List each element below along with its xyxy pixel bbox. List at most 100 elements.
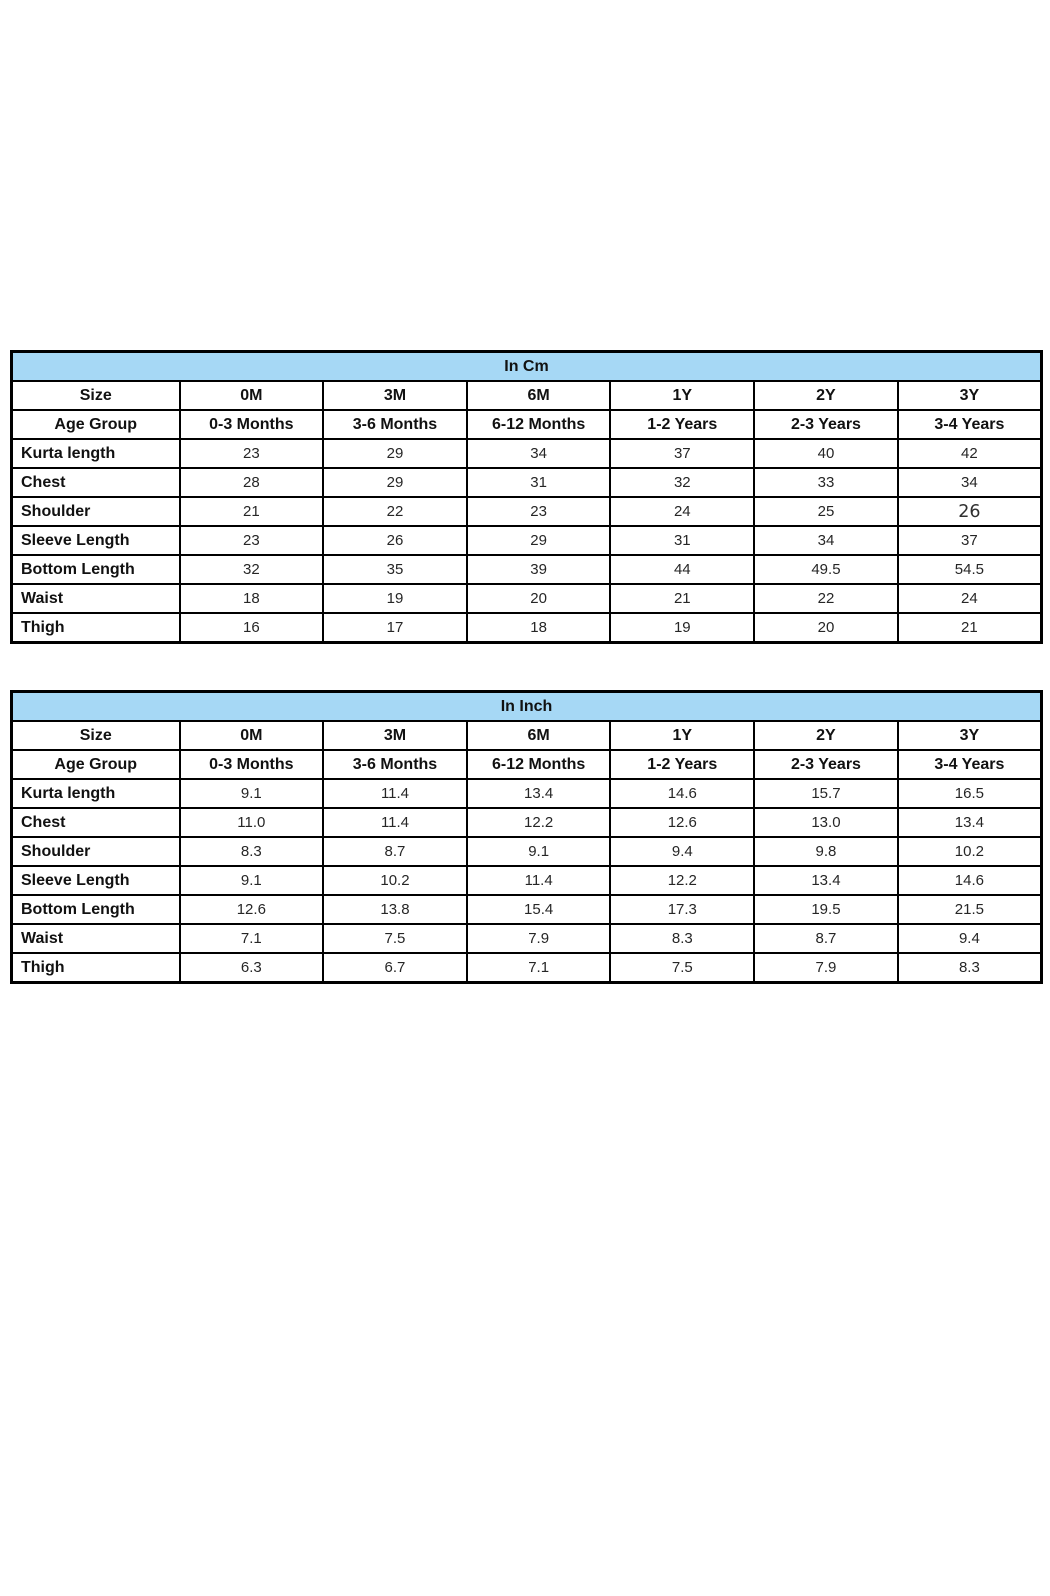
measurement-value-cell: 17.3 xyxy=(609,894,756,925)
measurement-value-cell: 34 xyxy=(896,467,1043,498)
size-chart-cm-table: In Cm Size 0M 3M 6M 1Y 2Y 3Y Age Group 0-3 Months… xyxy=(10,350,1043,644)
size-chart-inch-table: In Inch Size 0M 3M 6M 1Y 2Y 3Y Age Group 0-3 Mont… xyxy=(10,690,1043,984)
measurement-value-cell: 12.6 xyxy=(609,807,756,838)
measurement-value-cell: 22 xyxy=(322,496,468,527)
measurement-value-cell: 6.7 xyxy=(322,952,468,984)
measurement-value-cell: 21 xyxy=(896,612,1043,644)
age-group-header: 3-6 Months xyxy=(322,749,468,780)
measurement-value-cell: 7.1 xyxy=(178,923,325,954)
measurement-value-cell: 6.3 xyxy=(178,952,325,984)
measurement-value-cell: 7.9 xyxy=(753,952,899,984)
size-column-header: 1Y xyxy=(609,380,756,411)
measurement-value-cell: 42 xyxy=(896,438,1043,469)
measurement-value-cell: 21.5 xyxy=(896,894,1043,925)
measurement-value-cell: 32 xyxy=(178,554,325,585)
age-group-header: 1-2 Years xyxy=(609,749,756,780)
measurement-value-cell: 15.7 xyxy=(753,778,899,809)
age-group-header: 2-3 Years xyxy=(753,749,899,780)
measurement-value-cell: 29 xyxy=(322,467,468,498)
measurement-row: Bottom Length 12.6 13.8 15.4 17.3 19.5 21.5 xyxy=(10,894,1043,925)
measurement-value-cell: 8.7 xyxy=(753,923,899,954)
measurement-label: Bottom Length xyxy=(10,554,181,585)
age-group-header: 1-2 Years xyxy=(609,409,756,440)
measurement-value-cell: 9.4 xyxy=(609,836,756,867)
size-label: Size xyxy=(10,720,181,751)
measurement-value-cell: 24 xyxy=(609,496,756,527)
measurement-value-cell: 54.5 xyxy=(896,554,1043,585)
measurement-value-cell: 39 xyxy=(465,554,612,585)
measurement-row: Chest 11.0 11.4 12.2 12.6 13.0 13.4 xyxy=(10,807,1043,838)
size-header-row: Size 0M 3M 6M 1Y 2Y 3Y xyxy=(10,720,1043,751)
measurement-row: Shoulder 21 22 23 24 25 26 xyxy=(10,496,1043,527)
age-group-header: 3-4 Years xyxy=(896,749,1043,780)
age-group-header: 6-12 Months xyxy=(465,749,612,780)
size-column-header: 3Y xyxy=(896,380,1043,411)
measurement-value-cell: 19 xyxy=(609,612,756,644)
measurement-value-cell: 16.5 xyxy=(896,778,1043,809)
size-column-header: 3M xyxy=(322,380,468,411)
measurement-value-cell: 11.4 xyxy=(322,778,468,809)
measurement-value-cell: 14.6 xyxy=(609,778,756,809)
measurement-value-cell: 13.0 xyxy=(753,807,899,838)
measurement-value-cell: 24 xyxy=(896,583,1043,614)
measurement-value-cell: 26 xyxy=(322,525,468,556)
measurement-value-cell: 37 xyxy=(896,525,1043,556)
measurement-value-cell: 9.1 xyxy=(178,778,325,809)
measurement-value-cell: 34 xyxy=(465,438,612,469)
measurement-value-cell: 29 xyxy=(322,438,468,469)
measurement-label: Chest xyxy=(10,807,181,838)
measurement-value-cell: 23 xyxy=(178,525,325,556)
measurement-value-cell: 11.0 xyxy=(178,807,325,838)
measurement-value-cell: 11.4 xyxy=(465,865,612,896)
measurement-value-cell: 19 xyxy=(322,583,468,614)
measurement-row: Waist 7.1 7.5 7.9 8.3 8.7 9.4 xyxy=(10,923,1043,954)
measurement-value-cell: 29 xyxy=(465,525,612,556)
size-column-header: 0M xyxy=(178,380,325,411)
measurement-value-cell: 12.2 xyxy=(465,807,612,838)
size-column-header: 6M xyxy=(465,720,612,751)
measurement-value-cell: 9.4 xyxy=(896,923,1043,954)
measurement-label: Thigh xyxy=(10,612,181,644)
measurement-label: Chest xyxy=(10,467,181,498)
table-title: In Inch xyxy=(10,690,1043,722)
age-group-header: 0-3 Months xyxy=(178,409,325,440)
measurement-value-cell: 9.1 xyxy=(178,865,325,896)
measurement-label: Shoulder xyxy=(10,496,181,527)
measurement-value-cell: 23 xyxy=(178,438,325,469)
measurement-row: Sleeve Length 23 26 29 31 34 37 xyxy=(10,525,1043,556)
measurement-value-cell: 17 xyxy=(322,612,468,644)
measurement-value-cell: 12.6 xyxy=(178,894,325,925)
size-column-header: 2Y xyxy=(753,380,899,411)
measurement-value-cell: 26 xyxy=(896,496,1043,527)
size-column-header: 0M xyxy=(178,720,325,751)
measurement-label: Waist xyxy=(10,583,181,614)
measurement-value-cell: 13.4 xyxy=(896,807,1043,838)
age-group-header: 0-3 Months xyxy=(178,749,325,780)
size-column-header: 1Y xyxy=(609,720,756,751)
measurement-value-cell: 22 xyxy=(753,583,899,614)
measurement-value-cell: 32 xyxy=(609,467,756,498)
measurement-value-cell: 9.8 xyxy=(753,836,899,867)
measurement-value-cell: 12.2 xyxy=(609,865,756,896)
measurement-label: Sleeve Length xyxy=(10,525,181,556)
measurement-value-cell: 8.3 xyxy=(896,952,1043,984)
measurement-value-cell: 8.3 xyxy=(609,923,756,954)
measurement-value-cell: 7.1 xyxy=(465,952,612,984)
measurement-value-cell: 18 xyxy=(465,612,612,644)
measurement-value-cell: 13.4 xyxy=(465,778,612,809)
measurement-label: Kurta length xyxy=(10,778,181,809)
measurement-value-cell: 10.2 xyxy=(322,865,468,896)
size-column-header: 3Y xyxy=(896,720,1043,751)
measurement-value-cell: 23 xyxy=(465,496,612,527)
size-column-header: 6M xyxy=(465,380,612,411)
age-group-row: Age Group 0-3 Months 3-6 Months 6-12 Months… xyxy=(10,409,1043,440)
measurement-value-cell: 13.4 xyxy=(753,865,899,896)
measurement-row: Kurta length 9.1 11.4 13.4 14.6 15.7 16.5 xyxy=(10,778,1043,809)
measurement-value-cell: 7.9 xyxy=(465,923,612,954)
size-chart-inch-section: In Inch Size 0M 3M 6M 1Y 2Y 3Y Age Group 0-3 Mont… xyxy=(10,690,1043,984)
measurement-value-cell: 31 xyxy=(609,525,756,556)
measurement-label: Thigh xyxy=(10,952,181,984)
measurement-value-cell: 7.5 xyxy=(322,923,468,954)
size-label: Size xyxy=(10,380,181,411)
measurement-value-cell: 14.6 xyxy=(896,865,1043,896)
